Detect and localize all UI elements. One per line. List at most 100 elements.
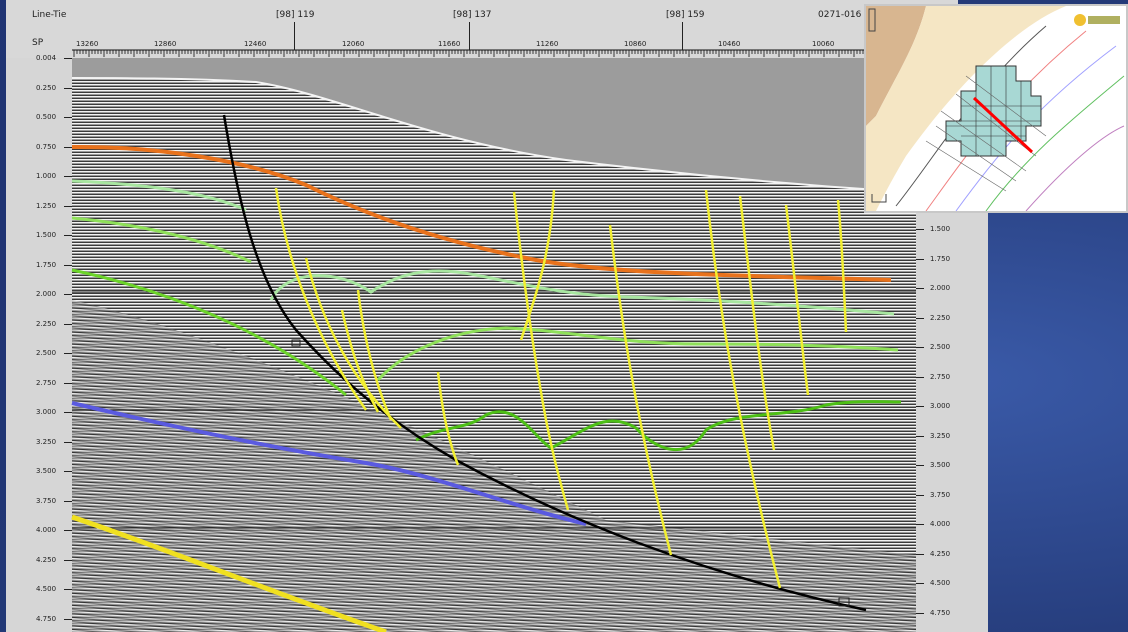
right-axis-tick [916,376,924,378]
fault-5 [436,371,460,466]
profile-location-line [972,96,1034,154]
seismic-section [6,0,958,632]
normal-faults [274,187,848,589]
pale-green-horizon-west [71,179,247,212]
tie-line-1 [294,22,295,50]
left-axis-label: 3.750 [36,496,57,505]
left-axis-label: 1.000 [36,172,57,180]
fault-1 [274,187,368,411]
right-axis-tick [916,288,924,289]
left-axis-tick [64,500,72,502]
right-axis-label: 1.500 [930,225,951,233]
right-axis-label: 2.500 [930,343,951,351]
shelf-area [866,6,1066,211]
land-area [866,6,926,126]
right-axis-label: 3.000 [930,402,951,410]
left-axis-tick [64,117,72,118]
right-axis-label: 4.500 [930,579,951,587]
left-axis-label: 2.250 [36,319,57,328]
yellow-horizon [71,514,387,632]
survey-grid [925,65,1047,192]
right-axis-label: 3.500 [930,461,951,469]
left-axis-label: 2.500 [36,349,57,357]
left-axis-label: 1.250 [36,201,57,210]
left-axis-label: 3.250 [36,437,57,446]
fault-11 [836,199,848,333]
right-axis-label: 2.000 [930,284,951,292]
fault-2 [304,257,402,429]
fault-8 [704,189,782,589]
north-arrow-icon [868,8,876,32]
marker-box-1 [291,339,301,347]
left-axis-tick [64,176,72,177]
sp-value-4: 12060 [342,40,365,48]
left-axis-label: 2.000 [36,290,57,298]
light-green-horizon-east [376,326,899,382]
sp-value-8: 10460 [718,40,741,48]
header-strip [6,0,958,58]
fault-7 [608,224,673,556]
seismic-section-panel: Line-Tie SP [98] 119 [98] 137 [98] 159 0… [6,0,958,632]
left-axis-label: 0.004 [36,54,57,62]
right-axis-tick [916,258,924,260]
left-axis-tick [64,353,72,354]
water-column [72,58,958,195]
map-legend-logo-icon [1074,14,1120,26]
left-axis-label: 4.000 [36,526,57,534]
seafloor-reflector [71,77,958,196]
right-axis-tick [916,494,924,496]
left-axis-label: 4.250 [36,555,57,564]
left-axis-tick [64,264,72,266]
tie-line-3 [682,22,683,50]
marker-box-2 [838,597,850,607]
fault-4 [356,289,393,421]
left-axis-label: 1.750 [36,260,57,269]
left-axis-tick [64,294,72,295]
line-tie-label: Line-Tie [32,10,67,20]
sp-value-1: 13260 [76,40,99,48]
light-green-horizon-west [71,216,252,264]
sp-label: SP [32,38,44,48]
left-axis-tick [64,235,72,236]
tie-label-2: [98] 137 [453,10,492,20]
left-axis-label: 3.500 [36,467,57,475]
left-axis-label: 0.500 [36,113,57,121]
right-axis-tick [916,583,924,584]
fault-6b [519,189,556,341]
tie-label-4: 0271-016 [818,10,862,20]
left-axis-tick [64,58,72,59]
right-axis-label: 2.750 [930,372,951,381]
right-axis-tick [916,406,924,407]
left-axis-tick [64,589,72,590]
left-axis-tick [64,412,72,413]
orange-horizon [71,144,892,282]
location-map [866,6,1126,211]
scale-bar-icon [871,194,887,203]
left-axis-tick [64,87,72,89]
location-map-inset [864,4,1128,213]
sp-value-6: 11260 [536,40,559,48]
left-axis-tick [64,618,72,620]
tie-label-3: [98] 159 [666,10,705,20]
right-axis-tick [916,553,924,555]
sp-value-2: 12860 [154,40,177,48]
left-axis-tick [64,559,72,561]
right-axis-tick [916,612,924,614]
fault-9 [738,195,776,451]
green-horizon-east [415,400,902,451]
right-axis-tick [916,524,924,525]
right-axis-tick [916,317,924,319]
left-axis-label: 1.500 [36,231,57,239]
right-axis-tick [916,465,924,466]
sp-value-3: 12460 [244,40,267,48]
left-axis-label: 3.000 [36,408,57,416]
blue-horizon [71,401,587,526]
left-axis-tick [64,530,72,531]
left-axis-tick [64,441,72,443]
right-axis-label: 4.000 [930,520,951,528]
pale-green-horizon-east [269,269,895,316]
right-axis-tick [916,435,924,437]
right-axis-label: 3.750 [930,490,951,499]
fault-3 [340,309,380,413]
fault-6 [512,191,570,511]
